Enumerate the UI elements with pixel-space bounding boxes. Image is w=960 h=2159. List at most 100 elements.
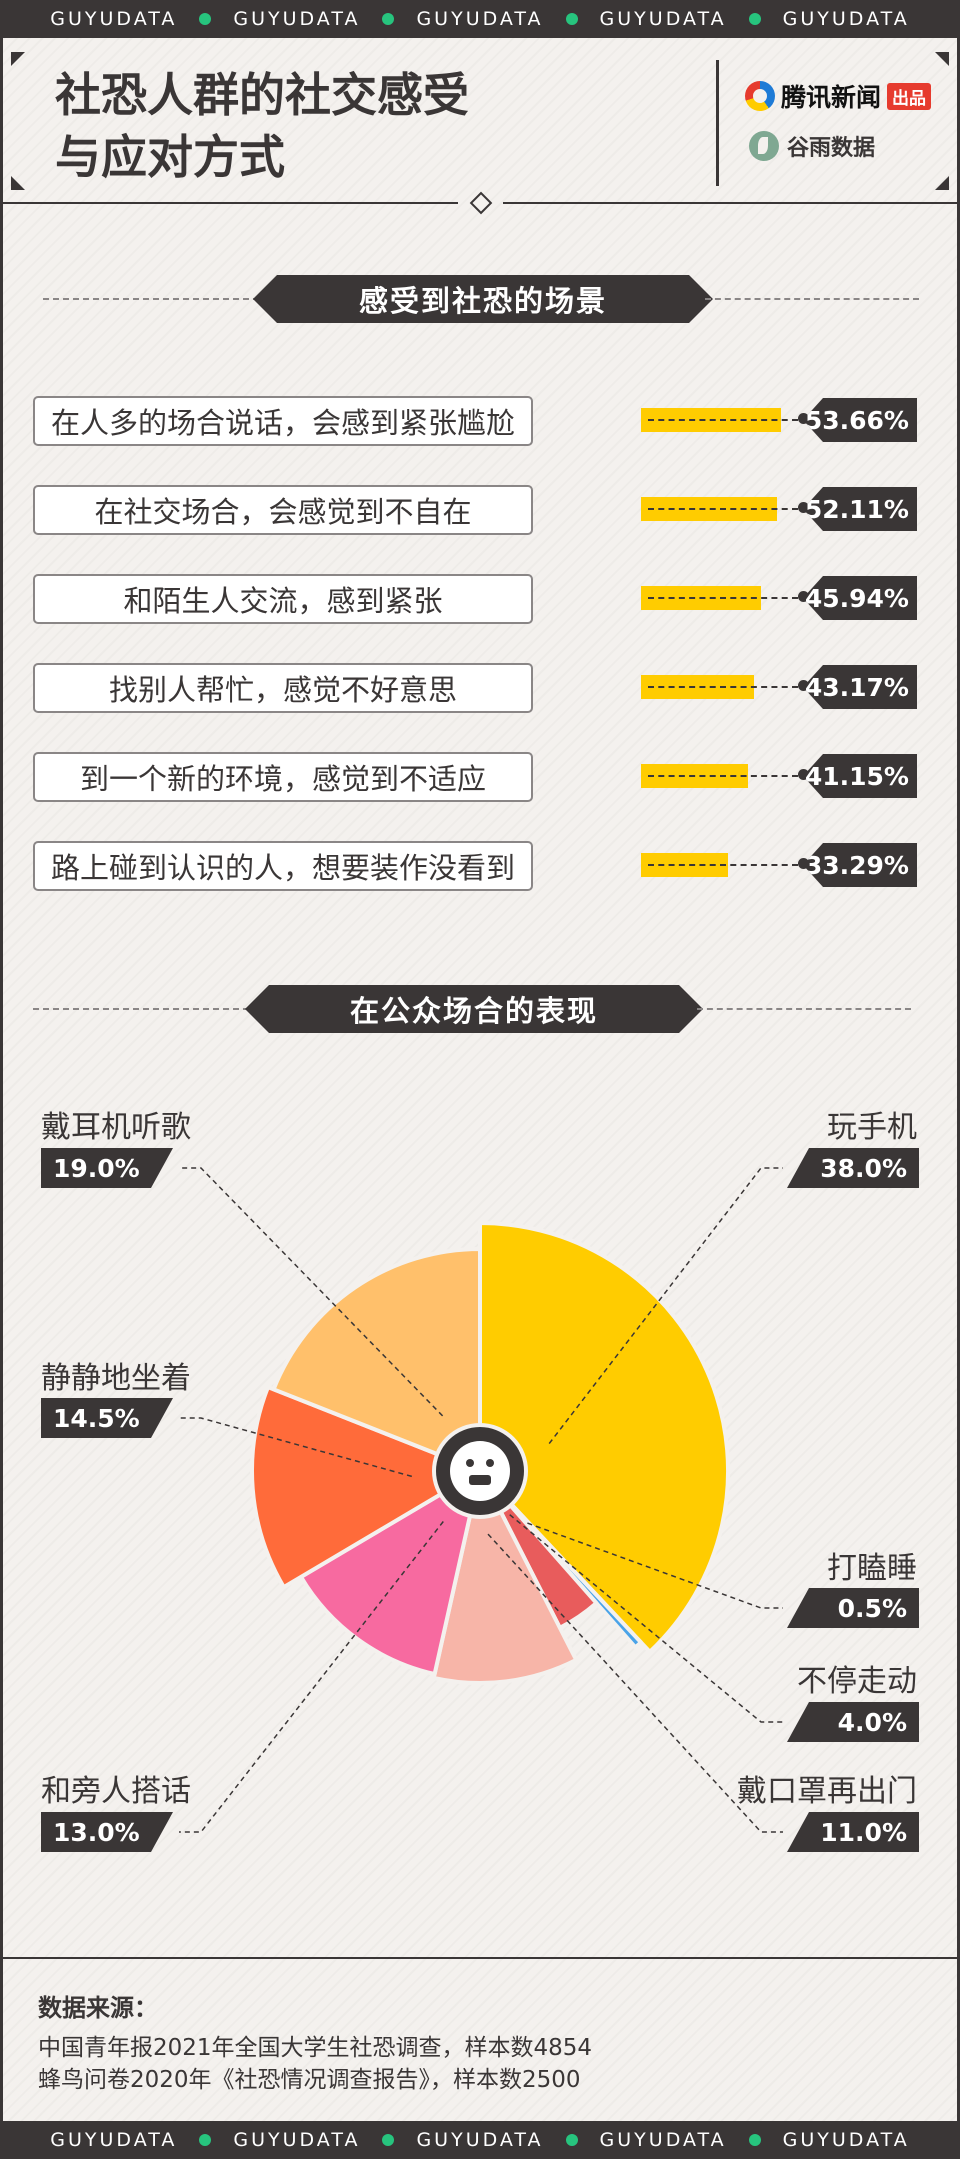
bottom-brand-strip: GUYUDATA GUYUDATA GUYUDATA GUYUDATA GUYUDATA: [0, 2121, 960, 2159]
section-dash: [697, 1008, 911, 1010]
brand-word: GUYUDATA: [416, 2129, 544, 2151]
source-line-2: 蜂鸟问卷2020年《社恐情况调查报告》，样本数2500: [38, 2067, 581, 2093]
scene-row: 在人多的场合说话，会感到紧张尴尬 53.66%: [3, 396, 957, 446]
section-dash: [705, 298, 919, 300]
infographic-page: 社恐人群的社交感受 与应对方式 腾讯新闻 出品 谷雨数据 感受到社恐的场景 在人…: [3, 38, 957, 2121]
scene-label: 在人多的场合说话，会感到紧张尴尬: [33, 396, 533, 446]
page-title: 社恐人群的社交感受 与应对方式: [55, 64, 469, 188]
tencent-bell-icon: [745, 81, 775, 111]
brand-dot-icon: [199, 13, 212, 25]
scene-leader-line: [648, 864, 798, 866]
scene-row: 路上碰到认识的人，想要装作没看到 33.29%: [3, 841, 957, 891]
scene-label: 和陌生人交流，感到紧张: [33, 574, 533, 624]
scene-row: 和陌生人交流，感到紧张 45.94%: [3, 574, 957, 624]
brand-dot-icon: [382, 2134, 395, 2146]
pie-slice: [250, 1385, 482, 1590]
brand-dot-icon: [199, 2134, 212, 2146]
scene-value: 52.11%: [803, 487, 917, 531]
scene-label: 在社交场合，会感觉到不自在: [33, 485, 533, 535]
brand-word: GUYUDATA: [599, 2129, 727, 2151]
pie-label-name: 打瞌睡: [827, 1551, 917, 1586]
pie-slice: [478, 1221, 731, 1654]
scene-row: 在社交场合，会感觉到不自在 52.11%: [3, 485, 957, 535]
pie-slice: [271, 1247, 482, 1473]
section-2-title: 在公众场合的表现: [245, 985, 703, 1033]
scene-value: 41.15%: [803, 754, 917, 798]
logo2-text: 谷雨数据: [787, 136, 876, 161]
pie-leader-line: [509, 1514, 783, 1723]
scene-label: 到一个新的环境，感觉到不适应: [33, 752, 533, 802]
scene-value: 33.29%: [803, 843, 917, 887]
scene-leader-line: [648, 419, 798, 421]
pie-label-value: 19.0%: [41, 1148, 173, 1188]
nervous-face-icon: [432, 1423, 528, 1519]
pie-label-value: 4.0%: [787, 1702, 919, 1742]
pie-label-value: 11.0%: [787, 1812, 919, 1852]
brand-dot-icon: [748, 2134, 761, 2146]
pie-label-name: 戴口罩再出门: [737, 1774, 917, 1809]
section-dash: [33, 1008, 259, 1010]
diamond-icon: [469, 191, 493, 215]
behavior-pie-chart: [179, 1167, 783, 1833]
pie-slice: [299, 1469, 482, 1676]
header-rule: [3, 202, 458, 204]
brand-word: GUYUDATA: [233, 8, 361, 30]
scene-value: 43.17%: [803, 665, 917, 709]
brand-dot-icon: [748, 13, 761, 25]
pie-leader-line: [179, 1417, 413, 1478]
corner-mark: [11, 176, 25, 190]
corner-mark: [11, 52, 25, 66]
scene-knob-icon: [798, 502, 809, 513]
corner-mark: [935, 176, 949, 190]
brand-word: GUYUDATA: [416, 8, 544, 30]
brand-dot-icon: [565, 13, 578, 25]
section-1-title: 感受到社恐的场景: [253, 275, 713, 323]
pie-leader-line: [179, 1167, 444, 1417]
scene-row: 到一个新的环境，感觉到不适应 41.15%: [3, 752, 957, 802]
corner-mark: [935, 52, 949, 66]
scene-leader-line: [648, 597, 798, 599]
pie-leader-line: [527, 1522, 783, 1609]
scene-knob-icon: [798, 858, 809, 869]
scene-leader-line: [648, 775, 798, 777]
pie-leader-line: [487, 1533, 783, 1833]
pie-label-value: 14.5%: [41, 1398, 173, 1438]
pie-label-name: 玩手机: [827, 1110, 917, 1145]
scene-knob-icon: [798, 769, 809, 780]
pie-leader-line: [179, 1521, 444, 1833]
scene-row: 找别人帮忙，感觉不好意思 43.17%: [3, 663, 957, 713]
pie-label-value: 38.0%: [787, 1148, 919, 1188]
brand-word: GUYUDATA: [782, 8, 910, 30]
scene-leader-line: [648, 508, 798, 510]
logo1-text: 腾讯新闻: [781, 83, 882, 112]
scene-knob-icon: [798, 680, 809, 691]
section-dash: [43, 298, 259, 300]
scene-leader-line: [648, 686, 798, 688]
guyu-leaf-icon: [749, 131, 779, 161]
scene-value: 53.66%: [803, 398, 917, 442]
scene-value: 45.94%: [803, 576, 917, 620]
pie-label-value: 0.5%: [787, 1588, 919, 1628]
scene-knob-icon: [798, 413, 809, 424]
pie-label-value: 13.0%: [41, 1812, 173, 1852]
brand-word: GUYUDATA: [50, 8, 178, 30]
logo-divider: [716, 60, 719, 186]
brand-dot-icon: [382, 13, 395, 25]
title-line-2: 与应对方式: [55, 130, 285, 184]
scene-label: 找别人帮忙，感觉不好意思: [33, 663, 533, 713]
source-line-1: 中国青年报2021年全国大学生社恐调查，样本数4854: [38, 2035, 593, 2061]
footer-rule: [3, 1957, 957, 1959]
guyu-data-logo: 谷雨数据: [749, 130, 875, 162]
pie-label-name: 静静地坐着: [41, 1361, 191, 1396]
pie-label-name: 戴耳机听歌: [41, 1110, 191, 1145]
top-brand-strip: GUYUDATA GUYUDATA GUYUDATA GUYUDATA GUYUDATA: [0, 0, 960, 38]
tencent-news-logo: 腾讯新闻 出品: [745, 78, 932, 114]
header-rule: [503, 202, 957, 204]
source-title: 数据来源：: [38, 1994, 158, 2022]
title-line-1: 社恐人群的社交感受: [55, 68, 469, 122]
pie-label-name: 和旁人搭话: [41, 1774, 191, 1809]
pie-leader-line: [548, 1167, 783, 1445]
scene-label: 路上碰到认识的人，想要装作没看到: [33, 841, 533, 891]
scene-knob-icon: [798, 591, 809, 602]
brand-word: GUYUDATA: [782, 2129, 910, 2151]
